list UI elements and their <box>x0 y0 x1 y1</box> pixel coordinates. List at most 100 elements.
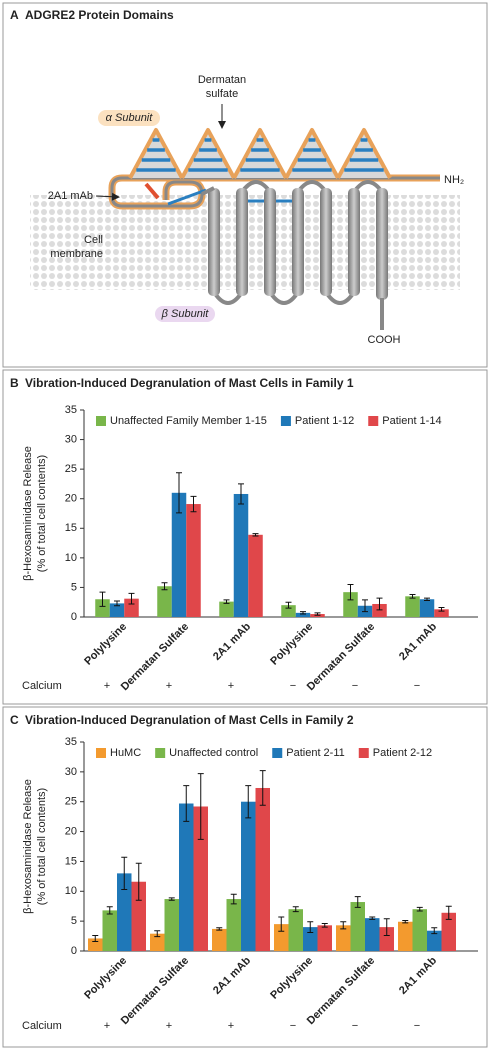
error-bar <box>230 893 237 905</box>
helix <box>208 188 220 296</box>
y-axis-label: β-Hexosaminidase Release <box>22 779 34 914</box>
error-bar <box>369 916 376 920</box>
error-bar <box>135 862 142 901</box>
y-tick-label: 30 <box>65 433 77 445</box>
panel-a-frame <box>2 2 488 368</box>
error-bar <box>176 472 182 514</box>
calcium-sign: + <box>228 680 234 692</box>
bar <box>441 912 456 951</box>
calcium-sign: − <box>414 680 420 692</box>
panel-letter: B <box>10 376 19 390</box>
calcium-sign: + <box>166 1020 172 1032</box>
helix <box>376 188 388 300</box>
helix <box>236 188 248 296</box>
calcium-sign: − <box>414 1020 420 1032</box>
chart-title: Vibration-Induced Degranulation of Mast … <box>25 376 354 390</box>
error-bar <box>409 594 416 599</box>
bar <box>412 909 427 951</box>
bar <box>150 933 165 951</box>
y-tick-label: 5 <box>71 915 77 927</box>
legend-swatch <box>358 748 369 758</box>
error-bar <box>114 600 120 607</box>
bar <box>288 909 303 951</box>
bar <box>372 603 387 617</box>
bar <box>350 902 365 951</box>
bar <box>226 899 241 951</box>
bar <box>365 918 380 951</box>
domain <box>284 128 340 179</box>
error-bar <box>154 930 161 938</box>
calcium-sign: − <box>290 680 296 692</box>
domain <box>232 128 288 179</box>
y-tick-label: 15 <box>65 522 77 534</box>
error-bar <box>300 611 306 615</box>
error-bar <box>431 927 438 935</box>
y-tick-label: 25 <box>65 796 77 808</box>
y-tick-label: 0 <box>71 945 77 957</box>
helix <box>320 188 332 296</box>
label: 2A1 mAb <box>48 190 93 202</box>
bar <box>295 612 311 617</box>
bar <box>131 881 146 951</box>
n-link <box>201 186 215 196</box>
error-bar <box>99 591 106 607</box>
y-tick-label: 25 <box>65 463 77 475</box>
bar <box>303 927 318 951</box>
bar <box>248 534 263 617</box>
bar <box>398 921 413 951</box>
mab-site <box>144 182 160 200</box>
error-bar <box>238 483 244 505</box>
y-tick-label: 15 <box>65 855 77 867</box>
legend-swatch <box>96 748 106 758</box>
calcium-sign: − <box>352 680 358 692</box>
label: COOH <box>368 334 401 346</box>
calcium-label: Calcium <box>22 680 62 692</box>
error-bar <box>197 773 204 840</box>
y-tick-label: 20 <box>65 825 77 837</box>
error-bar <box>321 923 328 928</box>
label: β Subunit <box>161 308 210 320</box>
label: sulfate <box>206 88 238 100</box>
error-bar <box>252 533 259 537</box>
legend-label: Patient 2-11 <box>286 747 345 759</box>
bar <box>219 601 234 617</box>
legend-swatch <box>155 748 166 758</box>
bar <box>281 605 296 617</box>
bar <box>274 924 289 951</box>
y-axis-label: (% of total cell contents) <box>36 455 48 572</box>
label: Dermatan <box>198 74 246 86</box>
bar <box>117 873 132 951</box>
bar <box>241 801 256 951</box>
bar <box>95 599 110 617</box>
bar <box>179 803 194 951</box>
calcium-sign: − <box>290 1020 296 1032</box>
bar <box>419 599 435 617</box>
error-bar <box>216 927 223 931</box>
error-bar <box>285 601 292 609</box>
calcium-sign: − <box>352 1020 358 1032</box>
bar <box>171 492 187 617</box>
y-tick-label: 10 <box>65 885 77 897</box>
chart-title: Vibration-Induced Degranulation of Mast … <box>25 713 354 727</box>
legend-swatch <box>368 416 379 426</box>
arrow <box>95 192 120 201</box>
error-bar <box>183 785 190 822</box>
panel-letter: A <box>10 8 19 22</box>
error-bar <box>168 897 175 901</box>
diagram <box>30 104 460 330</box>
legend-label: Patient 2-12 <box>373 747 432 759</box>
error-bar <box>278 916 285 932</box>
y-tick-label: 0 <box>71 611 77 623</box>
bar <box>336 925 351 951</box>
alpha-glow <box>98 110 160 126</box>
error-bar <box>245 785 252 819</box>
y-tick-label: 10 <box>65 552 77 564</box>
error-bar <box>354 896 361 908</box>
error-bar <box>438 607 445 612</box>
bar <box>186 504 201 617</box>
label: Cell <box>84 234 103 246</box>
y-axis-label: (% of total cell contents) <box>36 788 48 905</box>
error-bar <box>92 934 99 942</box>
calcium-sign: + <box>166 680 172 692</box>
legend-label: Unaffected Family Member 1-15 <box>110 415 267 427</box>
